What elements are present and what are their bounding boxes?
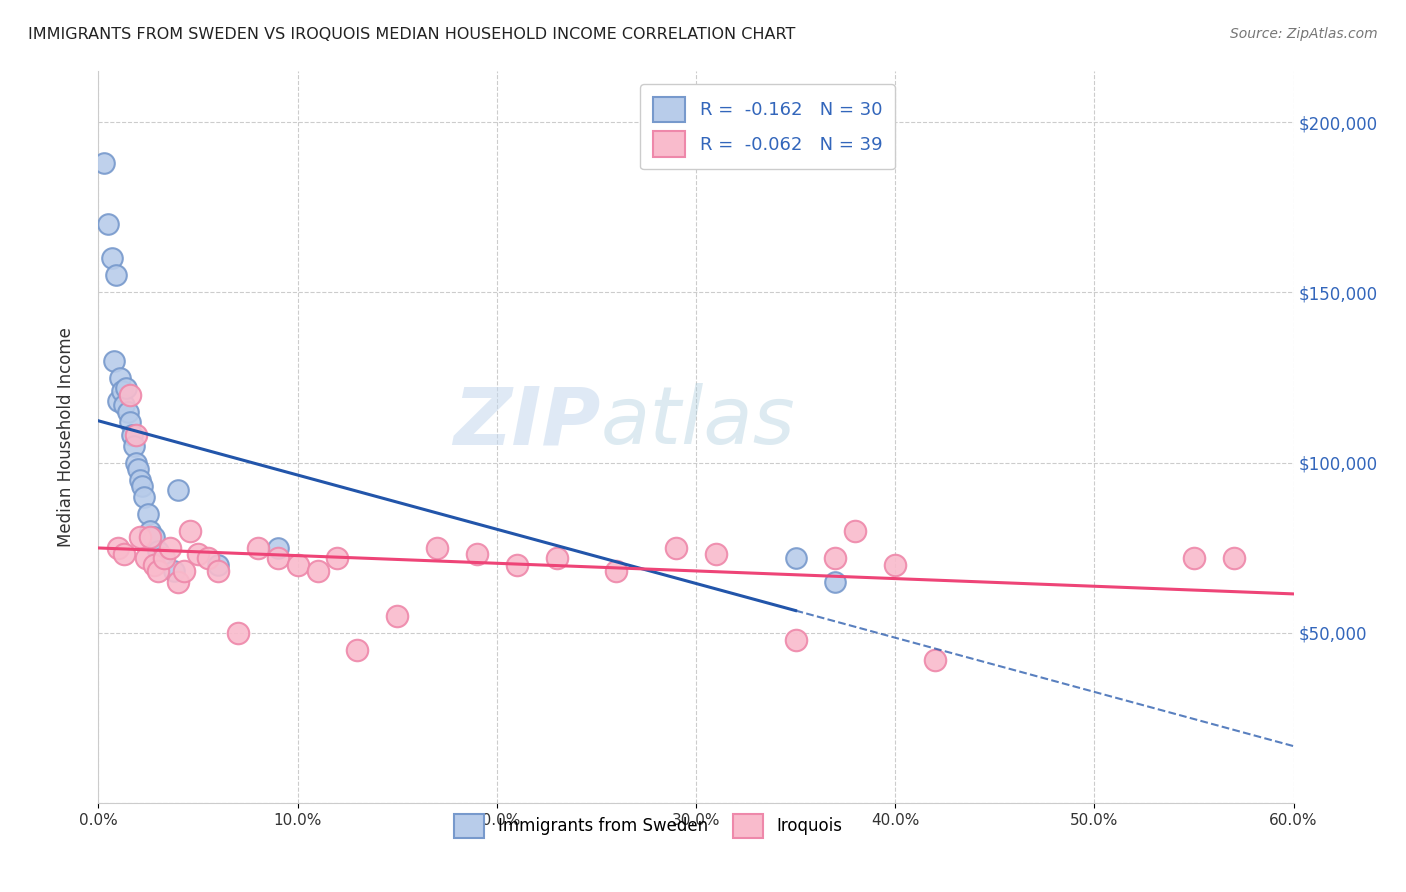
Point: [465, 548, 488, 562]
Point: [785, 632, 807, 647]
Point: [546, 550, 568, 565]
Legend: Immigrants from Sweden, Iroquois: Immigrants from Sweden, Iroquois: [443, 803, 853, 849]
Point: [150, 550, 173, 565]
Point: [120, 387, 142, 401]
Point: [148, 565, 170, 579]
Text: IMMIGRANTS FROM SWEDEN VS IROQUOIS MEDIAN HOUSEHOLD INCOME CORRELATION CHART: IMMIGRANTS FROM SWEDEN VS IROQUOIS MEDIA…: [28, 27, 796, 42]
Point: [105, 268, 128, 283]
Point: [115, 381, 138, 395]
Point: [139, 531, 162, 545]
Point: [167, 574, 190, 589]
Point: [136, 507, 159, 521]
Point: [135, 550, 157, 565]
Point: [93, 156, 115, 170]
Point: [159, 541, 181, 555]
Point: [179, 524, 201, 538]
Point: [207, 558, 229, 572]
Text: atlas: atlas: [600, 384, 796, 461]
Point: [129, 473, 152, 487]
Point: [110, 370, 132, 384]
Point: [120, 415, 142, 429]
Point: [167, 483, 190, 497]
Point: [785, 550, 807, 565]
Point: [139, 524, 162, 538]
Point: [924, 653, 946, 667]
Point: [134, 490, 156, 504]
Point: [267, 550, 290, 565]
Point: [112, 398, 135, 412]
Point: [326, 550, 349, 565]
Point: [197, 550, 219, 565]
Point: [246, 541, 269, 555]
Text: Source: ZipAtlas.com: Source: ZipAtlas.com: [1230, 27, 1378, 41]
Point: [426, 541, 449, 555]
Point: [307, 565, 329, 579]
Point: [207, 565, 229, 579]
Point: [287, 558, 309, 572]
Point: [107, 541, 129, 555]
Point: [506, 558, 529, 572]
Y-axis label: Median Household Income: Median Household Income: [56, 327, 75, 547]
Point: [187, 548, 209, 562]
Point: [226, 625, 249, 640]
Point: [844, 524, 866, 538]
Point: [125, 428, 148, 442]
Point: [117, 404, 139, 418]
Point: [173, 565, 195, 579]
Point: [111, 384, 134, 399]
Point: [665, 541, 688, 555]
Point: [824, 574, 846, 589]
Point: [103, 353, 125, 368]
Point: [143, 531, 166, 545]
Point: [385, 608, 409, 623]
Point: [127, 462, 149, 476]
Point: [121, 428, 143, 442]
Point: [884, 558, 907, 572]
Point: [163, 565, 186, 579]
Point: [346, 642, 368, 657]
Point: [131, 479, 153, 493]
Point: [267, 541, 290, 555]
Point: [143, 558, 166, 572]
Point: [97, 218, 120, 232]
Point: [824, 550, 846, 565]
Point: [112, 548, 135, 562]
Point: [1182, 550, 1205, 565]
Point: [605, 565, 627, 579]
Point: [704, 548, 727, 562]
Point: [148, 544, 170, 558]
Text: ZIP: ZIP: [453, 384, 600, 461]
Point: [124, 439, 146, 453]
Point: [1223, 550, 1246, 565]
Point: [107, 394, 129, 409]
Point: [125, 456, 148, 470]
Point: [153, 550, 176, 565]
Point: [101, 252, 124, 266]
Point: [129, 531, 152, 545]
